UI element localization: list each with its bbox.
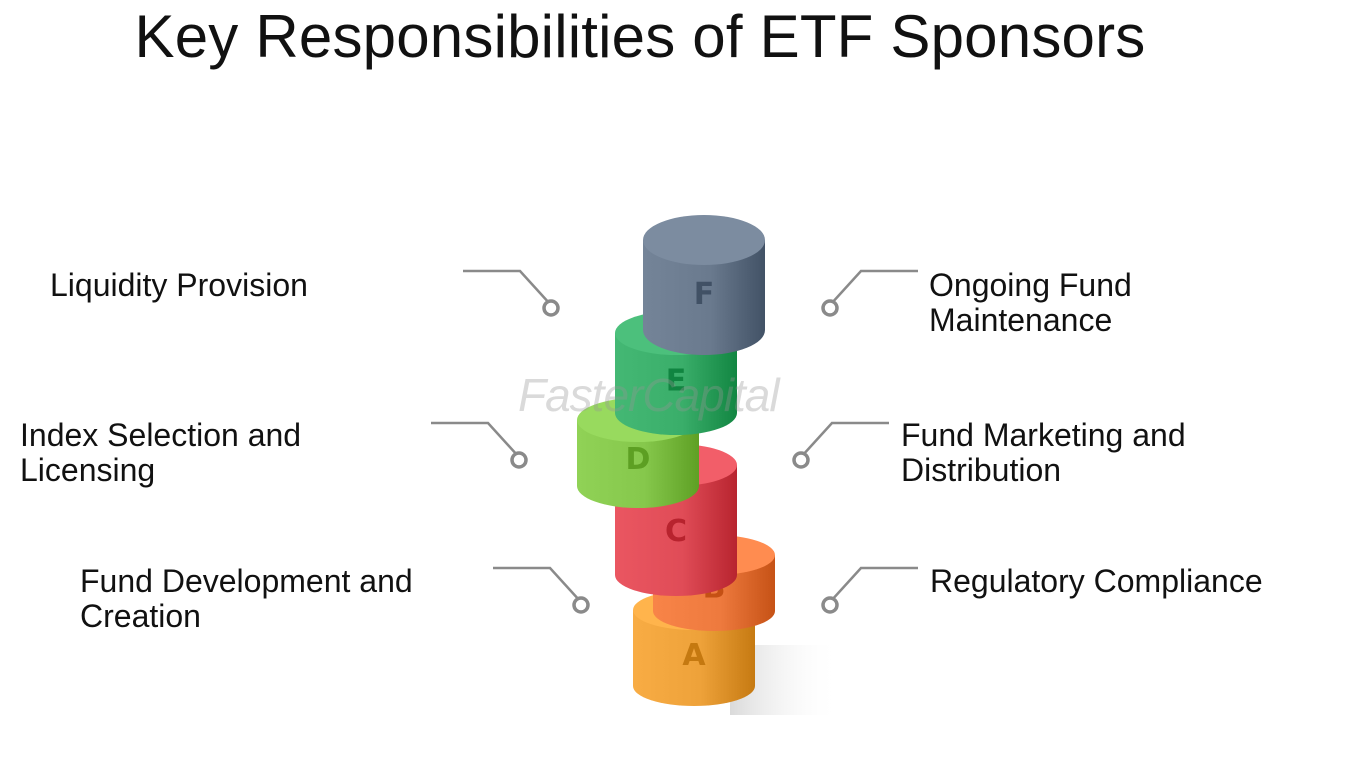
label-line: Fund Marketing and	[901, 417, 1186, 453]
cylinder-letter: E	[666, 364, 687, 399]
page-title: Key Responsibilities of ETF Sponsors	[134, 3, 1146, 70]
label-ongoing-maintenance: Ongoing Fund Maintenance	[929, 268, 1132, 338]
cylinder-body	[643, 240, 765, 355]
label-index-selection: Index Selection and Licensing	[20, 418, 301, 488]
connector-development	[493, 566, 590, 614]
cylinder-body	[633, 610, 755, 706]
connector-marketing	[792, 421, 889, 469]
label-fund-marketing: Fund Marketing and Distribution	[901, 418, 1186, 488]
cylinder-letter: C	[665, 514, 687, 549]
label-line: Index Selection and	[20, 417, 302, 453]
cylinder-f: F	[643, 215, 765, 355]
cylinder-body	[615, 333, 737, 435]
connector-index	[431, 421, 528, 469]
connector-maintenance	[821, 269, 918, 317]
label-line: Creation	[80, 598, 201, 634]
label-line: Fund Development and	[80, 563, 413, 599]
cylinder-letter: D	[626, 442, 651, 477]
label-line: Liquidity Provision	[50, 267, 308, 303]
label-line: Regulatory Compliance	[930, 563, 1263, 599]
label-regulatory-compliance: Regulatory Compliance	[930, 564, 1263, 599]
cylinder-top	[643, 215, 765, 265]
connector-liquidity	[463, 269, 560, 317]
cylinder-letter: A	[682, 638, 706, 673]
label-line: Distribution	[901, 452, 1062, 488]
cylinder-stack: ABCDEF	[577, 215, 775, 706]
label-line: Maintenance	[929, 302, 1113, 338]
cylinder-body	[577, 420, 699, 508]
cylinder-letter: F	[694, 277, 715, 312]
label-line: Licensing	[20, 452, 156, 488]
label-liquidity-provision: Liquidity Provision	[50, 268, 308, 303]
label-fund-development: Fund Development and Creation	[80, 564, 413, 634]
label-line: Ongoing Fund	[929, 267, 1132, 303]
watermark: FasterCapital	[518, 369, 780, 421]
connector-compliance	[821, 566, 918, 614]
